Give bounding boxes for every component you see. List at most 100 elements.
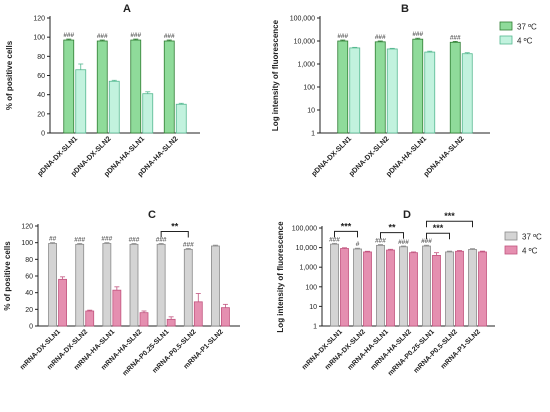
bracket-label: ***	[444, 211, 455, 221]
x-tick-label: pDNA-HA-SLN2	[421, 134, 465, 178]
significance-label: ###	[97, 33, 108, 40]
x-tick-label: mRNA-DX-SLN1	[301, 328, 344, 371]
y-axis-title: % of positive cells	[5, 40, 14, 110]
legend-label: 4 ºC	[517, 37, 533, 46]
bar	[399, 246, 408, 327]
y-tick-label: 1,000	[299, 265, 317, 272]
bar	[163, 40, 175, 134]
bar	[58, 278, 67, 327]
y-tick-label: 100	[33, 35, 45, 42]
bar	[193, 301, 203, 327]
significance-label: ###	[375, 238, 386, 245]
bar	[432, 254, 441, 327]
panel-label: C	[148, 209, 156, 221]
significance-label: ###	[329, 236, 340, 243]
bar	[363, 251, 372, 327]
significance-label: ###	[337, 33, 348, 40]
x-tick-label: mRNA-DX-SLN2	[324, 328, 367, 371]
bar	[455, 250, 464, 327]
significance-label: ###	[450, 34, 461, 41]
panel-label: A	[123, 3, 131, 15]
legend-label: 4 ºC	[522, 247, 538, 256]
panel-c: C 0 20 40 60 80 100 120 % of positive cells ## mRN…	[3, 209, 240, 377]
bar	[63, 39, 75, 134]
bar	[211, 245, 220, 327]
bar	[468, 249, 477, 327]
significance-label: ###	[421, 238, 432, 245]
x-tick-label: mRNA-HA-SLN1	[347, 328, 390, 371]
significance-label: ###	[101, 236, 112, 243]
bar	[85, 310, 95, 327]
bar	[48, 243, 57, 327]
bar	[424, 51, 436, 134]
bracket-label: ***	[341, 221, 352, 231]
bar	[340, 248, 349, 327]
bar	[166, 318, 176, 327]
bar	[142, 93, 154, 134]
y-tick-label: 100	[21, 240, 33, 247]
bar	[139, 312, 149, 327]
bar	[422, 245, 431, 327]
x-tick-label: mRNA-P0.25-SLN1	[122, 328, 171, 377]
y-tick-label: 40	[37, 92, 45, 99]
bar	[478, 251, 487, 327]
significance-bracket	[426, 232, 450, 240]
y-tick-label: 1	[311, 131, 315, 138]
bar	[349, 47, 361, 134]
y-tick-label: 80	[25, 257, 33, 264]
bar	[337, 40, 349, 134]
bar	[129, 243, 139, 327]
bar	[445, 251, 454, 327]
significance-bracket	[334, 230, 358, 238]
bar	[221, 307, 230, 327]
y-tick-label: 1,000	[297, 62, 315, 69]
y-tick-label: 100	[303, 85, 315, 92]
y-tick-label: 10	[307, 108, 315, 115]
significance-label: ###	[375, 34, 386, 41]
y-axis-title: % of positive cells	[3, 241, 12, 311]
bar	[75, 69, 87, 134]
bar	[386, 48, 398, 134]
significance-label: ###	[129, 237, 140, 244]
x-tick-label: mRNA-P1-SLN2	[440, 328, 482, 370]
bar	[412, 38, 424, 134]
bracket-label: **	[388, 223, 396, 233]
panel-label: B	[401, 3, 409, 15]
significance-label: ###	[164, 33, 175, 40]
significance-label: ###	[412, 31, 423, 38]
bar	[75, 243, 85, 327]
bar	[353, 248, 362, 327]
bar	[130, 39, 142, 134]
y-tick-label: 20	[37, 111, 45, 118]
significance-label: ##	[49, 236, 57, 243]
bar	[409, 252, 418, 327]
x-tick-label: mRNA-HA-SLN2	[370, 328, 413, 371]
y-tick-label: 120	[33, 16, 45, 23]
y-tick-label: 120	[21, 224, 33, 231]
legend-swatch	[499, 35, 513, 45]
significance-label: ###	[156, 237, 167, 244]
legend-label: 37 ºC	[517, 23, 537, 32]
significance-label: ###	[74, 237, 85, 244]
bar	[461, 53, 473, 134]
bracket-label: **	[171, 222, 179, 232]
y-axis-title: Log intensity of fluorescence	[276, 221, 285, 333]
y-tick-label: 60	[37, 73, 45, 80]
x-tick-label: mRNA-P0.5-SLN2	[413, 328, 459, 374]
bar	[175, 103, 187, 134]
panel-label: D	[403, 209, 411, 221]
y-tick-label: 100	[305, 284, 317, 291]
bar	[376, 244, 385, 327]
y-tick-label: 10,000	[296, 245, 318, 252]
y-tick-label: 40	[25, 290, 33, 297]
panel-d: D 1 10 100 1,000 10,000 100,000 Log intensity o…	[276, 209, 542, 377]
y-tick-label: 0	[29, 324, 33, 331]
bar	[102, 243, 112, 327]
significance-bracket	[160, 231, 189, 238]
significance-label: ###	[130, 32, 141, 39]
bar	[374, 41, 386, 134]
bar	[156, 243, 166, 327]
bar	[386, 249, 395, 327]
y-tick-label: 100,000	[292, 226, 317, 233]
